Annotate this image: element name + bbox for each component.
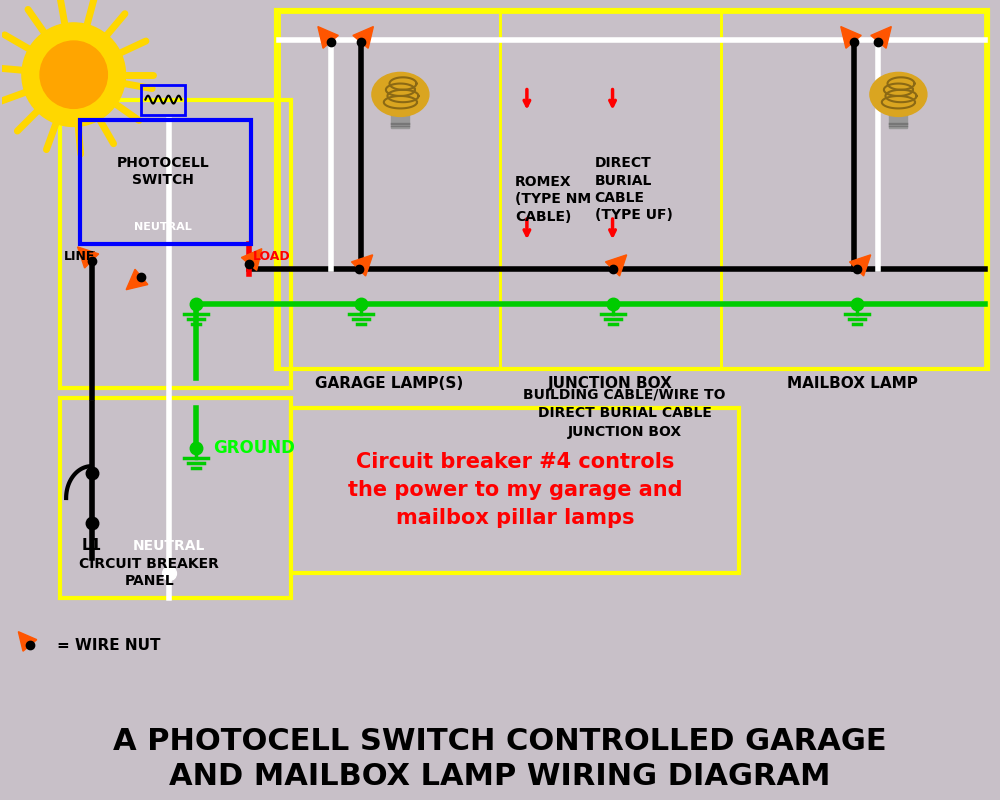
Text: NEUTRAL: NEUTRAL	[133, 539, 206, 553]
Bar	[276, 10, 988, 369]
Polygon shape	[352, 255, 373, 276]
Bar	[721, 12, 985, 369]
Polygon shape	[318, 26, 338, 48]
Polygon shape	[606, 255, 627, 276]
Polygon shape	[353, 26, 373, 48]
Ellipse shape	[870, 73, 927, 117]
Polygon shape	[126, 270, 148, 290]
Text: Circuit breaker #4 controls
the power to my garage and
mailbox pillar lamps: Circuit breaker #4 controls the power to…	[348, 452, 682, 528]
Text: A PHOTOCELL SWITCH CONTROLLED GARAGE
AND MAILBOX LAMP WIRING DIAGRAM: A PHOTOCELL SWITCH CONTROLLED GARAGE AND…	[113, 726, 887, 791]
Text: GARAGE LAMP(S): GARAGE LAMP(S)	[315, 376, 464, 391]
Circle shape	[40, 41, 107, 108]
Circle shape	[22, 23, 125, 126]
Bar	[141, 85, 185, 114]
Ellipse shape	[372, 73, 429, 117]
Bar	[80, 119, 251, 244]
Bar	[279, 12, 500, 369]
Text: JUNCTION BOX: JUNCTION BOX	[548, 376, 673, 391]
Polygon shape	[18, 632, 37, 651]
Bar	[391, 110, 409, 128]
Polygon shape	[871, 26, 891, 48]
Text: BUILDING CABLE/WIRE TO
DIRECT BURIAL CABLE
JUNCTION BOX: BUILDING CABLE/WIRE TO DIRECT BURIAL CAB…	[523, 388, 726, 438]
Text: LOAD: LOAD	[253, 250, 291, 263]
Text: ROMEX
(TYPE NM
CABLE): ROMEX (TYPE NM CABLE)	[515, 175, 591, 223]
Bar	[60, 398, 291, 598]
Text: = WIRE NUT: = WIRE NUT	[57, 638, 160, 653]
Polygon shape	[850, 255, 871, 276]
Bar	[889, 110, 907, 128]
Text: GROUND: GROUND	[213, 439, 295, 458]
Bar	[500, 12, 721, 369]
Text: LINE: LINE	[64, 250, 95, 263]
Bar	[60, 100, 291, 389]
Polygon shape	[78, 247, 99, 268]
Bar	[291, 408, 739, 573]
Text: DIRECT
BURIAL
CABLE
(TYPE UF): DIRECT BURIAL CABLE (TYPE UF)	[595, 156, 672, 222]
Text: NEUTRAL: NEUTRAL	[134, 222, 192, 232]
Text: L1: L1	[82, 538, 102, 554]
Polygon shape	[841, 26, 861, 48]
Text: CIRCUIT BREAKER
PANEL: CIRCUIT BREAKER PANEL	[79, 557, 219, 588]
Polygon shape	[241, 249, 262, 270]
Text: PHOTOCELL
SWITCH: PHOTOCELL SWITCH	[117, 156, 210, 187]
Text: MAILBOX LAMP: MAILBOX LAMP	[787, 376, 918, 391]
